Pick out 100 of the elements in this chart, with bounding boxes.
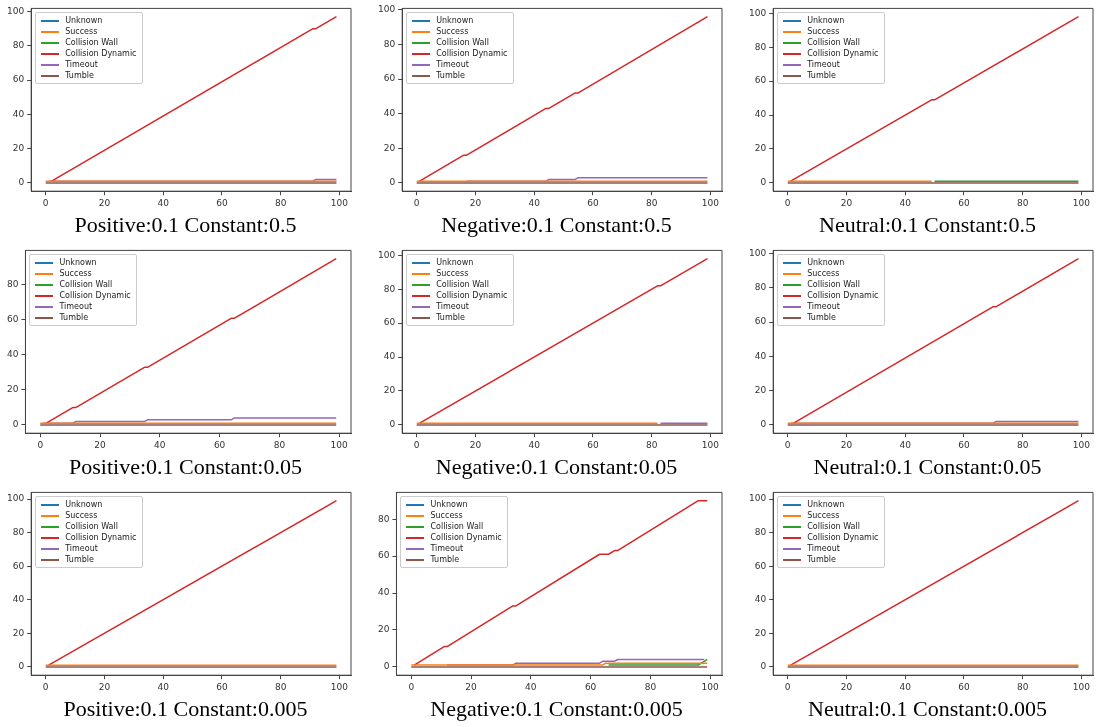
y-tick-label: 80 [12, 40, 25, 51]
y-tick-label: 20 [754, 627, 767, 638]
x-tick-label: 40 [528, 197, 541, 208]
x-tick-label: 20 [469, 197, 482, 208]
y-tick-label: 100 [748, 493, 767, 504]
y-tick-label: 0 [760, 661, 767, 672]
text: Neutral:0.1 Constant:0.5 [818, 212, 1037, 238]
y-tick-label: 60 [12, 74, 25, 85]
legend-label: Unknown [430, 500, 468, 510]
x-tick-label: 60 [958, 197, 970, 208]
text: Positive:0.1 Constant:0.05 [68, 454, 303, 480]
y-tick-label: 20 [754, 384, 767, 395]
y-tick-label: 80 [12, 526, 25, 537]
x-tick-label: 0 [408, 681, 415, 692]
x-tick-label: 20 [840, 681, 853, 692]
legend-label: Unknown [436, 16, 474, 26]
legend-label: Timeout [436, 302, 469, 312]
x-tick-label: 100 [330, 681, 349, 692]
x-tick-label: 100 [701, 439, 720, 450]
legend-label: Collision Wall [436, 38, 489, 48]
legend-label: Tumble [807, 555, 836, 565]
x-tick-label: 0 [784, 197, 791, 208]
x-tick-label: 20 [469, 439, 482, 450]
x-tick-label: 20 [840, 439, 853, 450]
x-tick-label: 40 [528, 439, 541, 450]
y-tick-label: 0 [760, 177, 767, 188]
y-tick-label: 0 [389, 419, 396, 430]
x-tick-label: 80 [273, 439, 286, 450]
y-tick-label: 100 [377, 4, 396, 15]
y-tick-label: 0 [18, 177, 25, 188]
legend-label: Collision Dynamic [807, 49, 879, 59]
y-tick-label: 40 [754, 350, 767, 361]
text: Positive:0.1 Constant:0.005 [62, 696, 309, 722]
y-tick-label: 20 [7, 384, 19, 395]
text: Positive:0.1 Constant:0.5 [73, 212, 298, 238]
y-tick-label: 20 [378, 624, 390, 635]
y-tick-label: 60 [378, 550, 390, 561]
y-tick-label: 80 [754, 526, 767, 537]
x-tick-label: 100 [1072, 439, 1091, 450]
legend-label: Tumble [807, 313, 836, 323]
x-tick-label: 100 [330, 197, 349, 208]
x-tick-label: 60 [587, 439, 599, 450]
x-tick-label: 40 [157, 681, 170, 692]
legend-label: Collision Dynamic [436, 49, 508, 59]
x-tick-label: 60 [216, 681, 228, 692]
x-tick-label: 0 [42, 681, 49, 692]
legend-label: Tumble [436, 313, 465, 323]
x-tick-label: 20 [94, 439, 107, 450]
legend-label: Unknown [436, 258, 474, 268]
x-tick-label: 0 [413, 197, 420, 208]
x-tick-label: 40 [899, 439, 912, 450]
y-tick-label: 100 [6, 493, 25, 504]
x-tick-label: 40 [899, 197, 912, 208]
legend-label: Timeout [65, 544, 98, 554]
legend-label: Collision Dynamic [65, 533, 137, 543]
x-tick-label: 80 [274, 197, 287, 208]
legend-label: Success [65, 27, 98, 37]
legend-label: Unknown [807, 500, 845, 510]
y-tick-label: 40 [383, 351, 396, 362]
y-tick-label: 60 [7, 314, 19, 325]
y-tick-label: 0 [383, 661, 390, 672]
y-tick-label: 60 [754, 560, 767, 571]
legend-label: Collision Dynamic [807, 533, 879, 543]
legend-label: Collision Dynamic [59, 291, 131, 301]
x-tick-label: 100 [1072, 681, 1091, 692]
text: Neutral:0.1 Constant:0.05 [812, 454, 1043, 480]
x-tick-label: 60 [958, 439, 970, 450]
y-tick-label: 20 [383, 142, 396, 153]
legend-label: Tumble [65, 555, 94, 565]
y-tick-label: 80 [7, 279, 19, 290]
x-tick-label: 20 [840, 197, 853, 208]
x-tick-label: 40 [525, 681, 537, 692]
x-tick-label: 60 [216, 197, 228, 208]
y-tick-label: 20 [12, 142, 25, 153]
legend-label: Timeout [59, 302, 93, 312]
x-tick-label: 80 [1016, 439, 1029, 450]
y-tick-label: 20 [12, 627, 25, 638]
x-tick-label: 100 [701, 197, 720, 208]
y-tick-label: 20 [383, 385, 396, 396]
x-tick-label: 0 [42, 197, 49, 208]
x-tick-label: 0 [413, 439, 420, 450]
x-tick-label: 80 [1016, 197, 1029, 208]
x-tick-label: 80 [274, 681, 287, 692]
legend-label: Collision Dynamic [430, 533, 502, 543]
legend-label: Timeout [436, 60, 469, 70]
y-tick-label: 0 [389, 177, 396, 188]
legend-label: Collision Wall [807, 38, 860, 48]
y-tick-label: 80 [378, 513, 390, 524]
legend-label: Success [65, 511, 98, 521]
y-tick-label: 60 [754, 316, 767, 327]
y-tick-label: 40 [378, 587, 390, 598]
y-tick-label: 40 [383, 107, 396, 118]
legend-label: Collision Wall [65, 522, 118, 532]
legend-label: Tumble [430, 555, 460, 565]
legend-label: Unknown [59, 258, 97, 268]
legend-label: Timeout [430, 544, 464, 554]
y-tick-label: 40 [12, 108, 25, 119]
x-tick-label: 80 [645, 197, 658, 208]
legend-label: Success [59, 269, 92, 279]
legend-label: Collision Wall [807, 522, 860, 532]
